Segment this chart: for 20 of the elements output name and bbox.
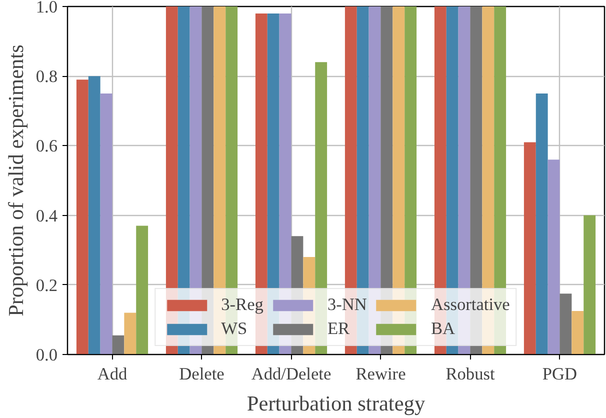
- y-axis-title: Proportion of valid experiments: [4, 44, 28, 316]
- legend-label: 3-Reg: [221, 295, 264, 315]
- y-tick-label: 1.0: [36, 0, 58, 16]
- y-tick-label: 0.8: [36, 67, 58, 86]
- legend-label: WS: [221, 319, 248, 339]
- legend-label: 3-NN: [327, 295, 367, 315]
- x-axis-title: Perturbation strategy: [246, 392, 426, 416]
- x-tick-label: PGD: [542, 364, 578, 384]
- x-tick-label: Delete: [179, 364, 225, 384]
- y-tick-label: 0.4: [36, 206, 58, 226]
- x-tick-label: Add/Delete: [251, 364, 332, 384]
- x-tick-label: Rewire: [356, 364, 406, 384]
- legend-label: BA: [430, 319, 456, 339]
- y-tick-label: 0.6: [36, 136, 58, 156]
- x-tick-label: Robust: [446, 364, 495, 384]
- legend-label: Assortative: [430, 295, 510, 315]
- legend-label: ER: [327, 319, 350, 339]
- y-tick-label: 0.2: [36, 276, 58, 295]
- x-tick-label: Add: [97, 364, 128, 384]
- y-tick-label: 0.0: [36, 346, 58, 364]
